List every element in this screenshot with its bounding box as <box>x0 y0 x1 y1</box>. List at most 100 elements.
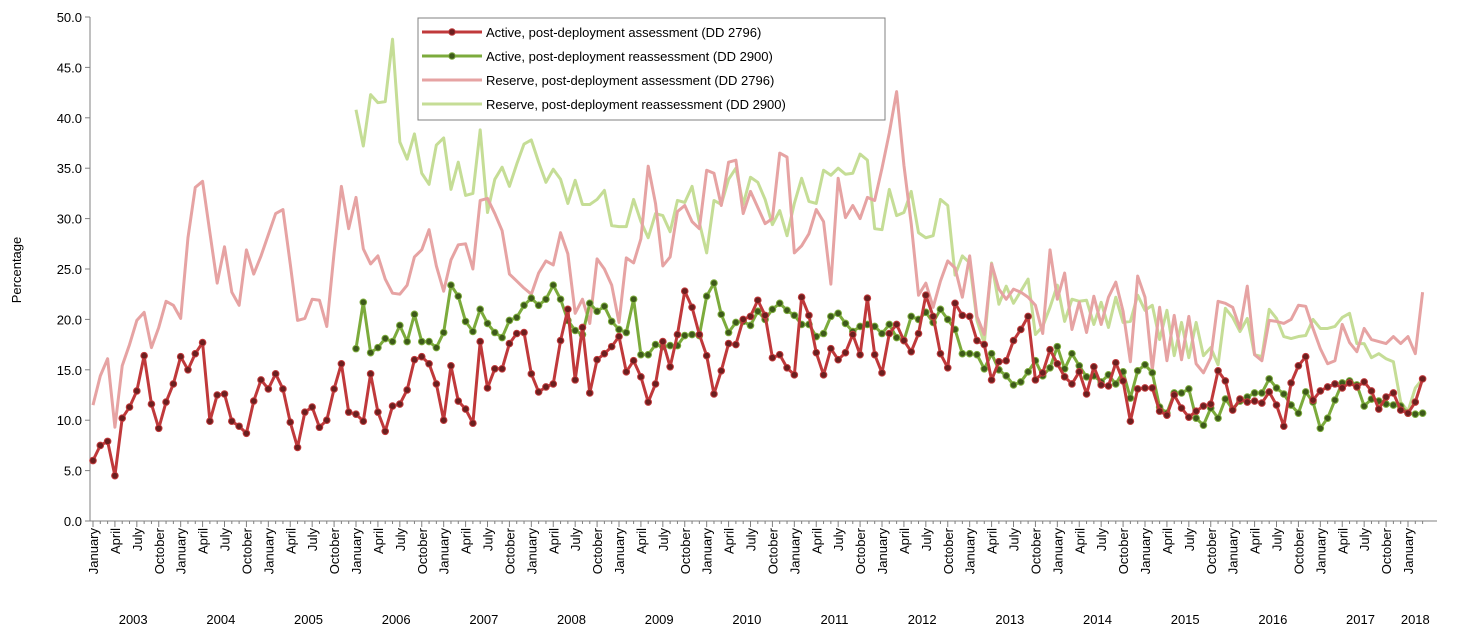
point-marker <box>366 348 375 357</box>
point-marker <box>593 307 601 316</box>
point-marker <box>447 361 455 370</box>
point-marker <box>768 353 777 362</box>
point-marker <box>1082 373 1091 381</box>
point-marker <box>841 319 850 328</box>
point-marker <box>1185 413 1193 421</box>
point-marker <box>1148 369 1157 377</box>
x-tick-label: October <box>1379 527 1394 574</box>
x-tick-label: July <box>1094 528 1109 552</box>
point-marker <box>805 311 813 320</box>
point-marker <box>315 423 324 432</box>
point-marker <box>169 380 178 388</box>
point-marker <box>797 293 806 302</box>
point-marker <box>958 349 967 358</box>
x-tick-label: July <box>218 528 233 552</box>
point-marker <box>914 329 923 338</box>
point-marker <box>688 330 696 339</box>
x-tick-label: October <box>941 527 956 574</box>
y-tick-label: 35.0 <box>57 161 82 176</box>
point-marker <box>812 348 821 357</box>
point-marker <box>827 344 835 353</box>
x-tick-label: October <box>1204 527 1219 574</box>
point-marker <box>191 349 200 358</box>
point-marker <box>761 311 769 320</box>
point-marker <box>892 320 901 329</box>
x-tick-label: January <box>86 528 101 575</box>
point-marker <box>827 312 835 321</box>
point-marker <box>286 418 295 427</box>
point-marker <box>1280 390 1288 398</box>
point-marker <box>600 349 609 358</box>
point-marker <box>637 350 645 359</box>
point-marker <box>1133 385 1142 393</box>
point-marker <box>1374 405 1383 413</box>
x-tick-label: April <box>1335 528 1350 554</box>
point-marker <box>819 329 828 338</box>
point-marker <box>724 328 733 337</box>
year-label: 2012 <box>908 612 937 627</box>
y-axis-label: Percentage <box>9 237 24 304</box>
point-marker <box>1331 380 1339 388</box>
point-marker <box>264 385 273 393</box>
point-marker <box>936 305 945 314</box>
x-tick-label: April <box>985 528 1000 554</box>
point-marker <box>184 366 192 374</box>
point-marker <box>322 416 331 425</box>
point-marker <box>111 471 119 480</box>
point-marker <box>403 386 411 394</box>
point-marker <box>1272 384 1281 392</box>
point-marker <box>1301 388 1310 396</box>
point-marker <box>980 364 989 373</box>
point-marker <box>374 408 382 416</box>
x-tick-label: April <box>897 528 912 554</box>
point-marker <box>520 328 528 337</box>
point-marker <box>987 376 996 384</box>
point-marker <box>936 349 945 358</box>
point-marker <box>878 329 886 338</box>
point-marker <box>344 408 353 416</box>
point-marker <box>1411 410 1420 418</box>
x-tick-label: April <box>809 528 824 554</box>
x-tick-label: July <box>393 528 408 552</box>
point-marker <box>469 327 477 336</box>
point-marker <box>856 350 864 359</box>
point-marker <box>1111 358 1120 367</box>
point-marker <box>1228 406 1237 414</box>
point-marker <box>1177 404 1186 412</box>
point-marker <box>841 348 850 357</box>
point-marker <box>973 350 981 359</box>
point-marker <box>702 351 711 360</box>
x-tick-label: January <box>875 528 890 575</box>
point-marker <box>396 400 404 408</box>
point-marker <box>578 323 587 332</box>
point-marker <box>1163 411 1171 419</box>
point-marker <box>1389 401 1398 409</box>
point-marker <box>710 390 718 398</box>
y-tick-label: 0.0 <box>64 514 82 529</box>
point-marker <box>717 310 726 319</box>
point-marker <box>739 315 747 324</box>
point-marker <box>1192 414 1200 422</box>
point-marker <box>1382 393 1390 401</box>
x-tick-label: January <box>524 528 539 575</box>
x-tick-label: April <box>634 528 649 554</box>
point-marker <box>498 333 506 342</box>
point-marker <box>1068 380 1076 388</box>
point-marker <box>724 339 733 348</box>
point-marker <box>600 302 609 311</box>
point-marker <box>381 427 390 436</box>
point-marker <box>790 371 799 379</box>
point-marker <box>1301 352 1310 361</box>
point-marker <box>461 405 470 413</box>
point-marker <box>1199 402 1208 410</box>
point-marker <box>1177 389 1186 397</box>
x-tick-label: April <box>722 528 737 554</box>
point-marker <box>1294 409 1303 417</box>
point-marker <box>556 336 565 345</box>
point-marker <box>754 307 762 316</box>
point-marker <box>512 329 521 338</box>
point-marker <box>878 369 886 377</box>
point-marker <box>1017 378 1025 386</box>
point-marker <box>483 319 492 328</box>
